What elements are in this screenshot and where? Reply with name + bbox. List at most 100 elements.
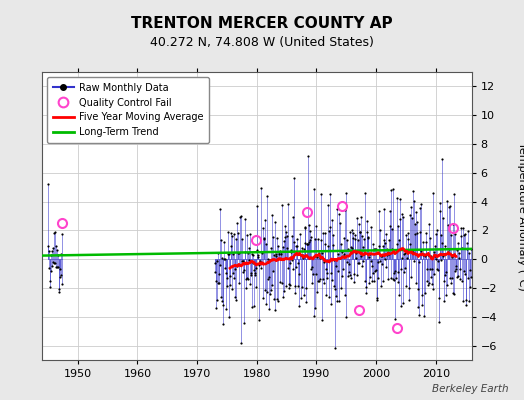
- Point: [426, 266, 434, 272]
- Point: [281, 283, 290, 289]
- Point: [316, 276, 324, 282]
- Point: [460, 231, 468, 238]
- Point: [273, 296, 281, 302]
- Point: [53, 264, 61, 270]
- Point: [417, 248, 425, 254]
- Point: [334, 268, 342, 274]
- Point: [257, 250, 266, 256]
- Point: [381, 231, 390, 238]
- Point: [274, 298, 282, 304]
- Point: [434, 319, 443, 325]
- Point: [336, 284, 345, 291]
- Point: [429, 286, 437, 292]
- Point: [458, 225, 467, 232]
- Point: [49, 258, 57, 265]
- Point: [373, 296, 381, 303]
- Point: [413, 218, 422, 225]
- Point: [304, 241, 312, 247]
- Point: [230, 231, 238, 238]
- Point: [295, 270, 303, 277]
- Point: [329, 232, 337, 238]
- Point: [325, 228, 334, 234]
- Point: [443, 222, 452, 228]
- Point: [277, 251, 285, 258]
- Point: [427, 274, 435, 280]
- Point: [47, 252, 56, 258]
- Point: [386, 187, 395, 193]
- Point: [391, 274, 400, 281]
- Point: [315, 249, 324, 256]
- Point: [456, 266, 464, 272]
- Point: [388, 246, 396, 253]
- Text: 40.272 N, 74.808 W (United States): 40.272 N, 74.808 W (United States): [150, 36, 374, 49]
- Point: [276, 248, 284, 254]
- Point: [384, 249, 392, 256]
- Point: [422, 230, 430, 236]
- Point: [327, 270, 335, 276]
- Point: [339, 266, 347, 272]
- Point: [321, 229, 330, 236]
- Point: [274, 242, 282, 249]
- Point: [267, 244, 275, 251]
- Point: [391, 268, 399, 274]
- Point: [321, 240, 329, 247]
- Point: [396, 216, 405, 222]
- Point: [453, 247, 461, 253]
- Point: [233, 263, 242, 269]
- Point: [445, 275, 454, 281]
- Point: [253, 202, 261, 209]
- Point: [419, 238, 428, 245]
- Point: [214, 280, 223, 286]
- Point: [370, 246, 378, 252]
- Point: [349, 235, 357, 241]
- Point: [375, 243, 383, 250]
- Point: [412, 209, 420, 216]
- Point: [395, 291, 403, 298]
- Point: [390, 316, 399, 322]
- Point: [423, 282, 432, 288]
- Point: [239, 257, 247, 264]
- Point: [255, 317, 264, 324]
- Point: [228, 270, 237, 276]
- Point: [409, 188, 418, 195]
- Point: [347, 227, 356, 233]
- Point: [376, 257, 384, 264]
- Point: [243, 275, 251, 282]
- Point: [352, 254, 360, 261]
- Point: [280, 287, 288, 294]
- Point: [443, 198, 451, 204]
- Point: [240, 267, 248, 273]
- Point: [428, 281, 436, 287]
- Point: [357, 233, 366, 239]
- Point: [404, 229, 412, 236]
- Point: [394, 269, 402, 275]
- Point: [298, 284, 306, 290]
- Point: [45, 265, 53, 271]
- Point: [414, 286, 422, 292]
- Point: [242, 276, 250, 282]
- Point: [330, 283, 338, 290]
- Point: [248, 251, 256, 257]
- Point: [427, 253, 435, 259]
- Point: [320, 259, 329, 266]
- Point: [462, 297, 471, 303]
- Point: [446, 232, 455, 239]
- Point: [53, 264, 62, 270]
- Point: [374, 274, 382, 281]
- Point: [292, 264, 300, 270]
- Point: [402, 283, 411, 290]
- Point: [424, 221, 433, 227]
- Point: [375, 226, 384, 233]
- Point: [271, 253, 280, 259]
- Point: [294, 303, 303, 309]
- Point: [212, 305, 220, 311]
- Point: [455, 255, 463, 262]
- Point: [249, 260, 257, 266]
- Point: [330, 257, 339, 263]
- Point: [309, 271, 317, 277]
- Point: [312, 223, 321, 230]
- Point: [285, 284, 293, 291]
- Point: [283, 200, 292, 207]
- Point: [299, 255, 307, 262]
- Point: [369, 270, 377, 276]
